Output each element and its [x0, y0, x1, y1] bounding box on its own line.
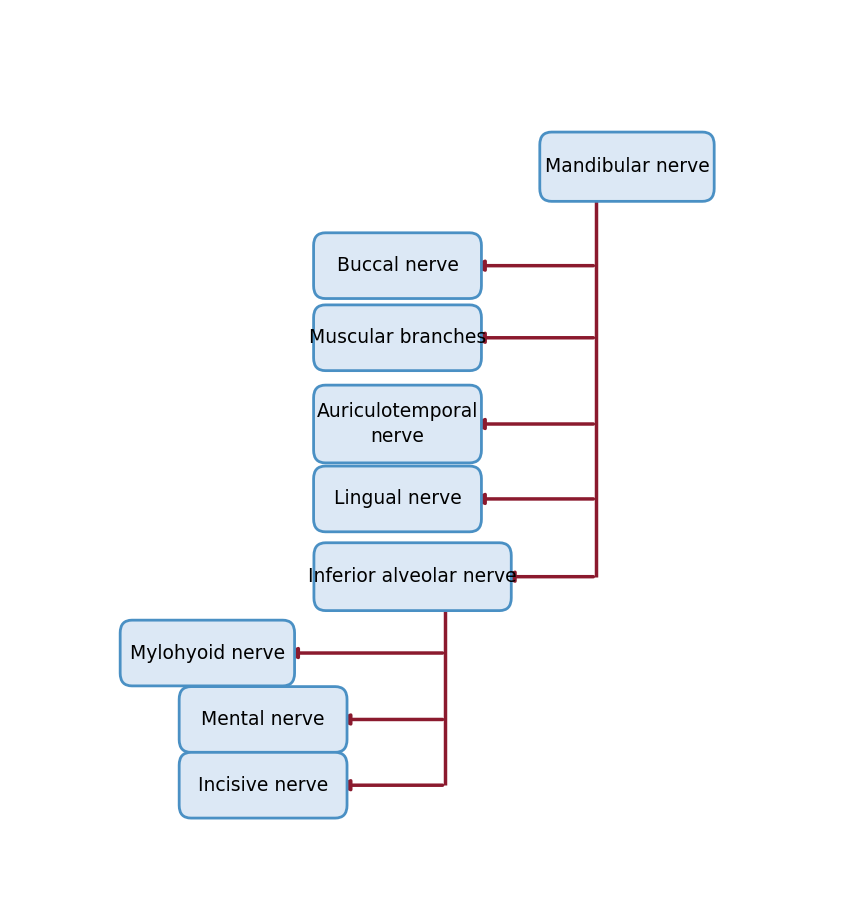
Text: Incisive nerve: Incisive nerve — [198, 776, 328, 795]
FancyBboxPatch shape — [179, 753, 347, 818]
FancyBboxPatch shape — [120, 621, 294, 686]
Text: Mental nerve: Mental nerve — [201, 710, 325, 729]
Text: Auriculotemporal
nerve: Auriculotemporal nerve — [316, 402, 478, 445]
Text: Inferior alveolar nerve: Inferior alveolar nerve — [308, 567, 517, 587]
Text: Mandibular nerve: Mandibular nerve — [545, 157, 709, 176]
Text: Mylohyoid nerve: Mylohyoid nerve — [129, 644, 285, 663]
FancyBboxPatch shape — [314, 466, 481, 532]
FancyBboxPatch shape — [314, 233, 481, 298]
Text: Muscular branches: Muscular branches — [309, 329, 486, 347]
FancyBboxPatch shape — [314, 386, 481, 463]
Text: Buccal nerve: Buccal nerve — [337, 256, 459, 275]
FancyBboxPatch shape — [314, 543, 511, 610]
FancyBboxPatch shape — [540, 132, 714, 201]
FancyBboxPatch shape — [179, 687, 347, 753]
FancyBboxPatch shape — [314, 305, 481, 371]
Text: Lingual nerve: Lingual nerve — [333, 489, 461, 509]
